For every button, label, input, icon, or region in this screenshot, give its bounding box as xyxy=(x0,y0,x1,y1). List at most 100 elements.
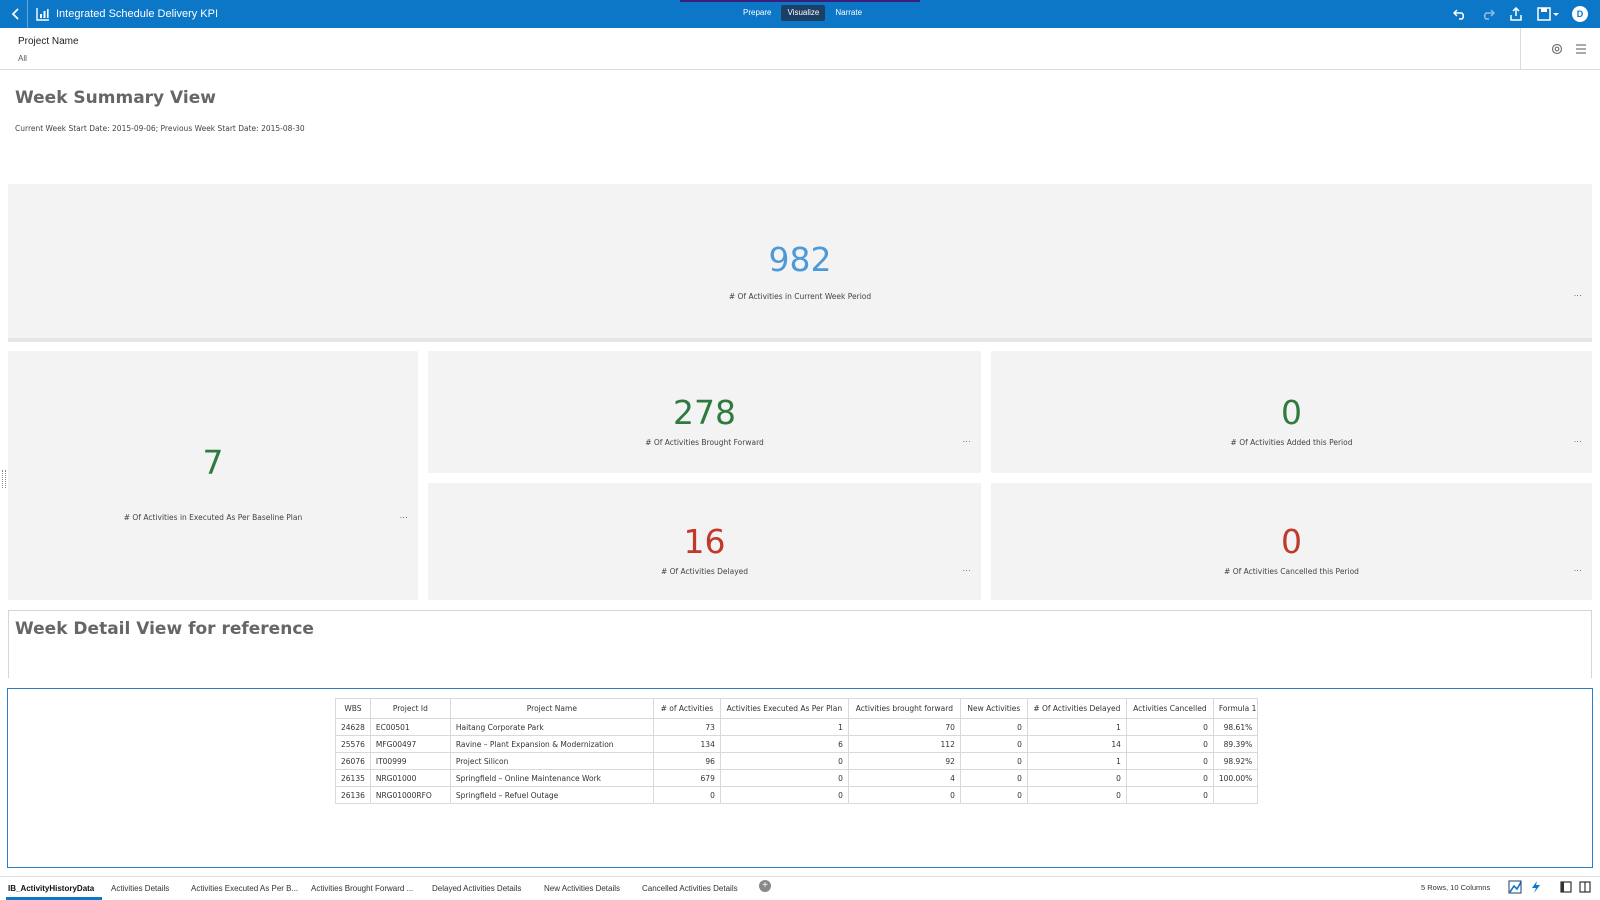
col-header-project-name[interactable]: Project Name xyxy=(449,698,654,719)
more-options-button[interactable]: ... xyxy=(1573,564,1582,573)
cell-new: 0 xyxy=(959,735,1028,753)
col-header-new-activities[interactable]: New Activities xyxy=(959,698,1028,719)
cell-delayed: 0 xyxy=(1026,769,1127,787)
table-row[interactable]: 25576 MFG00497 Ravine – Plant Expansion … xyxy=(335,735,1259,753)
tab-new-details[interactable]: New Activities Details xyxy=(544,884,621,893)
cell-executed: 0 xyxy=(719,752,849,770)
undo-button[interactable] xyxy=(1452,6,1468,22)
cell-new: 0 xyxy=(959,769,1028,787)
week-detail-panel: Week Detail View for reference xyxy=(8,610,1592,678)
col-header-wbs[interactable]: WBS xyxy=(335,698,371,719)
mode-narrate[interactable]: Narrate xyxy=(835,8,863,17)
cell-delayed: 14 xyxy=(1026,735,1127,753)
more-options-button[interactable]: ... xyxy=(962,435,971,444)
kpi-value: 278 xyxy=(673,393,736,432)
toggle-left-panel-button[interactable] xyxy=(1559,880,1573,894)
more-options-button[interactable]: ... xyxy=(962,564,971,573)
panel-split-icon xyxy=(1579,881,1591,893)
cell-cancelled: 0 xyxy=(1125,752,1214,770)
col-header-project-id[interactable]: Project Id xyxy=(369,698,451,719)
cell-executed: 1 xyxy=(719,718,849,736)
kpi-tile-brought-forward[interactable]: 278 # Of Activities Brought Forward ... xyxy=(428,351,981,473)
kpi-tile-current-week[interactable]: 982 # Of Activities in Current Week Peri… xyxy=(8,184,1592,338)
tab-brought-forward[interactable]: Activities Brought Forward ... xyxy=(311,884,414,893)
redo-button[interactable] xyxy=(1480,6,1496,22)
activity-detail-table: WBS Project Id Project Name # of Activit… xyxy=(335,698,1259,804)
cell-executed: 0 xyxy=(719,769,849,787)
tab-cancelled-details[interactable]: Cancelled Activities Details xyxy=(642,884,738,893)
project-title: Integrated Schedule Delivery KPI xyxy=(56,8,219,20)
cell-project-id: NRG01000RFO xyxy=(369,786,451,804)
save-menu-button[interactable] xyxy=(1536,6,1560,22)
check-chart-icon xyxy=(1508,880,1522,894)
cell-brought-forward: 92 xyxy=(847,752,961,770)
kpi-tile-cancelled[interactable]: 0 # Of Activities Cancelled this Period … xyxy=(991,483,1592,600)
kpi-tile-executed-baseline[interactable]: 7 # Of Activities in Executed As Per Bas… xyxy=(8,351,418,600)
more-options-button[interactable]: ... xyxy=(399,511,408,520)
redo-icon xyxy=(1483,9,1495,20)
table-row[interactable]: 24628 EC00501 Haitang Corporate Park 73 … xyxy=(335,718,1259,736)
filter-settings-button[interactable] xyxy=(1550,42,1564,56)
tab-delayed-details[interactable]: Delayed Activities Details xyxy=(432,884,522,893)
insights-button[interactable] xyxy=(1529,880,1543,894)
week-summary-title: Week Summary View xyxy=(15,88,216,108)
active-tab-indicator xyxy=(6,897,102,900)
table-row[interactable]: 26136 NRG01000RFO Springfield – Refuel O… xyxy=(335,786,1259,804)
back-button[interactable] xyxy=(6,4,26,24)
cell-executed: 0 xyxy=(719,786,849,804)
filter-project-name-value[interactable]: All xyxy=(18,54,27,63)
col-header-cancelled[interactable]: Activities Cancelled xyxy=(1125,698,1214,719)
kpi-tile-added[interactable]: 0 # Of Activities Added this Period ... xyxy=(991,351,1592,473)
cell-project-name: Ravine – Plant Expansion & Modernization xyxy=(449,735,654,753)
grammar-panel-button[interactable] xyxy=(1508,880,1522,894)
cell-delayed: 1 xyxy=(1026,718,1127,736)
cell-formula: 89.39% xyxy=(1212,735,1259,753)
col-header-brought-forward[interactable]: Activities brought forward xyxy=(847,698,961,719)
cell-num-activities: 134 xyxy=(652,735,721,753)
toggle-right-panel-button[interactable] xyxy=(1578,880,1592,894)
tab-activities-details[interactable]: Activities Details xyxy=(111,884,170,893)
chevron-left-icon xyxy=(11,8,19,20)
cell-executed: 6 xyxy=(719,735,849,753)
kpi-label: # Of Activities Cancelled this Period xyxy=(1224,567,1359,576)
mode-visualize[interactable]: Visualize xyxy=(781,5,826,21)
cell-wbs: 26136 xyxy=(335,786,371,804)
export-button[interactable] xyxy=(1508,6,1524,22)
undo-icon xyxy=(1453,9,1465,20)
more-options-button[interactable]: ... xyxy=(1573,289,1582,298)
cell-cancelled: 0 xyxy=(1125,735,1214,753)
filter-bar: Project Name All xyxy=(0,28,1600,70)
detail-table-panel[interactable]: WBS Project Id Project Name # of Activit… xyxy=(7,688,1593,868)
cell-num-activities: 73 xyxy=(652,718,721,736)
tab-executed-per-baseline[interactable]: Activities Executed As Per B... xyxy=(191,884,299,893)
table-row[interactable]: 26135 NRG01000 Springfield – Online Main… xyxy=(335,769,1259,787)
cell-wbs: 25576 xyxy=(335,735,371,753)
kpi-value: 7 xyxy=(202,443,224,482)
cell-cancelled: 0 xyxy=(1125,769,1214,787)
tab-ib-activity-history[interactable]: IB_ActivityHistoryData xyxy=(8,884,95,893)
col-header-delayed[interactable]: # Of Activities Delayed xyxy=(1026,698,1127,719)
toolbar-divider xyxy=(27,0,28,28)
cell-formula: 98.92% xyxy=(1212,752,1259,770)
resize-handle[interactable] xyxy=(2,470,6,488)
table-row[interactable]: 26076 IT00999 Project Silicon 96 0 92 0 … xyxy=(335,752,1259,770)
col-header-formula[interactable]: Formula 1 xyxy=(1212,698,1259,719)
col-header-num-activities[interactable]: # of Activities xyxy=(652,698,721,719)
cell-project-id: EC00501 xyxy=(369,718,451,736)
panel-left-icon xyxy=(1560,881,1572,893)
mode-switcher: Prepare Visualize Narrate xyxy=(737,5,868,21)
week-detail-title: Week Detail View for reference xyxy=(15,619,314,639)
add-canvas-button[interactable]: + xyxy=(759,880,771,892)
kpi-value: 16 xyxy=(683,522,726,561)
cell-brought-forward: 70 xyxy=(847,718,961,736)
user-avatar[interactable]: D xyxy=(1572,6,1588,22)
cell-new: 0 xyxy=(959,786,1028,804)
cell-num-activities: 96 xyxy=(652,752,721,770)
col-header-executed-per-plan[interactable]: Activities Executed As Per Plan xyxy=(719,698,849,719)
filter-menu-button[interactable] xyxy=(1574,42,1588,56)
mode-prepare[interactable]: Prepare xyxy=(743,8,772,17)
cell-project-name: Haitang Corporate Park xyxy=(449,718,654,736)
kpi-tile-delayed[interactable]: 16 # Of Activities Delayed ... xyxy=(428,483,981,600)
filter-project-name-label[interactable]: Project Name xyxy=(18,36,79,47)
more-options-button[interactable]: ... xyxy=(1573,435,1582,444)
